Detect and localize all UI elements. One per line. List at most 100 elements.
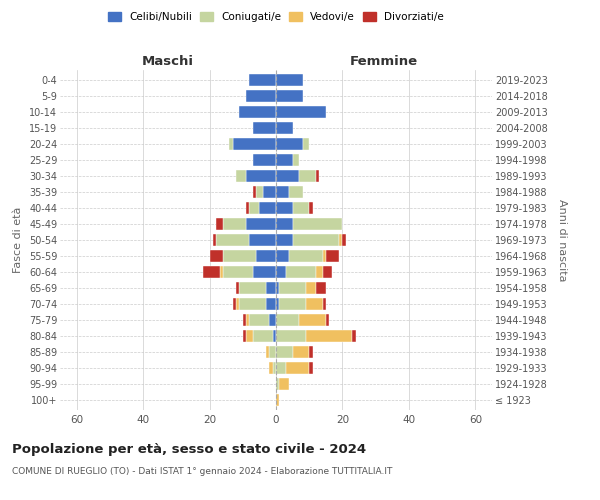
- Bar: [223, 250, 256, 262]
- Bar: [293, 154, 299, 166]
- Bar: [239, 298, 266, 310]
- Bar: [302, 138, 309, 150]
- Bar: [239, 106, 276, 118]
- Bar: [276, 266, 286, 278]
- Bar: [250, 314, 269, 326]
- Bar: [276, 218, 293, 230]
- Bar: [280, 298, 306, 310]
- Bar: [256, 186, 263, 198]
- Bar: [276, 298, 280, 310]
- Bar: [243, 330, 246, 342]
- Bar: [253, 154, 276, 166]
- Bar: [229, 138, 233, 150]
- Bar: [276, 346, 293, 358]
- Bar: [276, 362, 286, 374]
- Bar: [280, 378, 289, 390]
- Bar: [253, 266, 276, 278]
- Bar: [266, 298, 276, 310]
- Bar: [250, 74, 276, 86]
- Bar: [269, 346, 276, 358]
- Bar: [339, 234, 343, 246]
- Bar: [276, 282, 280, 294]
- Bar: [276, 250, 289, 262]
- Bar: [323, 298, 326, 310]
- Bar: [272, 362, 276, 374]
- Bar: [289, 186, 302, 198]
- Bar: [316, 266, 323, 278]
- Text: Popolazione per età, sesso e stato civile - 2024: Popolazione per età, sesso e stato civil…: [12, 442, 366, 456]
- Bar: [220, 266, 223, 278]
- Bar: [269, 314, 276, 326]
- Bar: [276, 394, 280, 406]
- Bar: [253, 122, 276, 134]
- Bar: [266, 346, 269, 358]
- Bar: [326, 314, 329, 326]
- Bar: [343, 234, 346, 246]
- Bar: [280, 282, 306, 294]
- Bar: [326, 250, 339, 262]
- Bar: [316, 170, 319, 182]
- Legend: Celibi/Nubili, Coniugati/e, Vedovi/e, Divorziati/e: Celibi/Nubili, Coniugati/e, Vedovi/e, Di…: [104, 8, 448, 26]
- Bar: [316, 282, 326, 294]
- Bar: [246, 314, 250, 326]
- Bar: [323, 266, 332, 278]
- Bar: [276, 314, 299, 326]
- Bar: [239, 282, 266, 294]
- Bar: [276, 186, 289, 198]
- Bar: [299, 314, 326, 326]
- Text: Maschi: Maschi: [142, 56, 194, 68]
- Bar: [323, 250, 326, 262]
- Bar: [246, 202, 250, 214]
- Bar: [276, 106, 326, 118]
- Bar: [203, 266, 220, 278]
- Bar: [243, 314, 246, 326]
- Bar: [276, 122, 293, 134]
- Bar: [276, 170, 299, 182]
- Bar: [236, 298, 239, 310]
- Bar: [223, 266, 253, 278]
- Bar: [266, 282, 276, 294]
- Bar: [246, 218, 276, 230]
- Bar: [276, 202, 293, 214]
- Bar: [309, 362, 313, 374]
- Text: Femmine: Femmine: [350, 56, 418, 68]
- Y-axis label: Fasce di età: Fasce di età: [13, 207, 23, 273]
- Bar: [289, 250, 323, 262]
- Bar: [352, 330, 356, 342]
- Bar: [293, 202, 309, 214]
- Text: COMUNE DI RUEGLIO (TO) - Dati ISTAT 1° gennaio 2024 - Elaborazione TUTTITALIA.IT: COMUNE DI RUEGLIO (TO) - Dati ISTAT 1° g…: [12, 468, 392, 476]
- Bar: [250, 202, 259, 214]
- Bar: [236, 282, 239, 294]
- Bar: [253, 330, 272, 342]
- Bar: [246, 170, 276, 182]
- Bar: [276, 330, 306, 342]
- Bar: [233, 138, 276, 150]
- Bar: [299, 170, 316, 182]
- Bar: [293, 346, 309, 358]
- Bar: [216, 234, 250, 246]
- Bar: [209, 250, 223, 262]
- Bar: [263, 186, 276, 198]
- Bar: [306, 298, 323, 310]
- Bar: [269, 362, 272, 374]
- Bar: [246, 330, 253, 342]
- Bar: [286, 362, 309, 374]
- Bar: [253, 186, 256, 198]
- Bar: [259, 202, 276, 214]
- Bar: [293, 218, 343, 230]
- Bar: [276, 378, 280, 390]
- Bar: [236, 170, 246, 182]
- Bar: [213, 234, 216, 246]
- Bar: [286, 266, 316, 278]
- Bar: [276, 138, 302, 150]
- Bar: [272, 330, 276, 342]
- Bar: [306, 330, 352, 342]
- Bar: [246, 90, 276, 102]
- Bar: [276, 74, 302, 86]
- Bar: [276, 154, 293, 166]
- Bar: [250, 234, 276, 246]
- Bar: [306, 282, 316, 294]
- Bar: [216, 218, 223, 230]
- Bar: [309, 346, 313, 358]
- Y-axis label: Anni di nascita: Anni di nascita: [557, 198, 567, 281]
